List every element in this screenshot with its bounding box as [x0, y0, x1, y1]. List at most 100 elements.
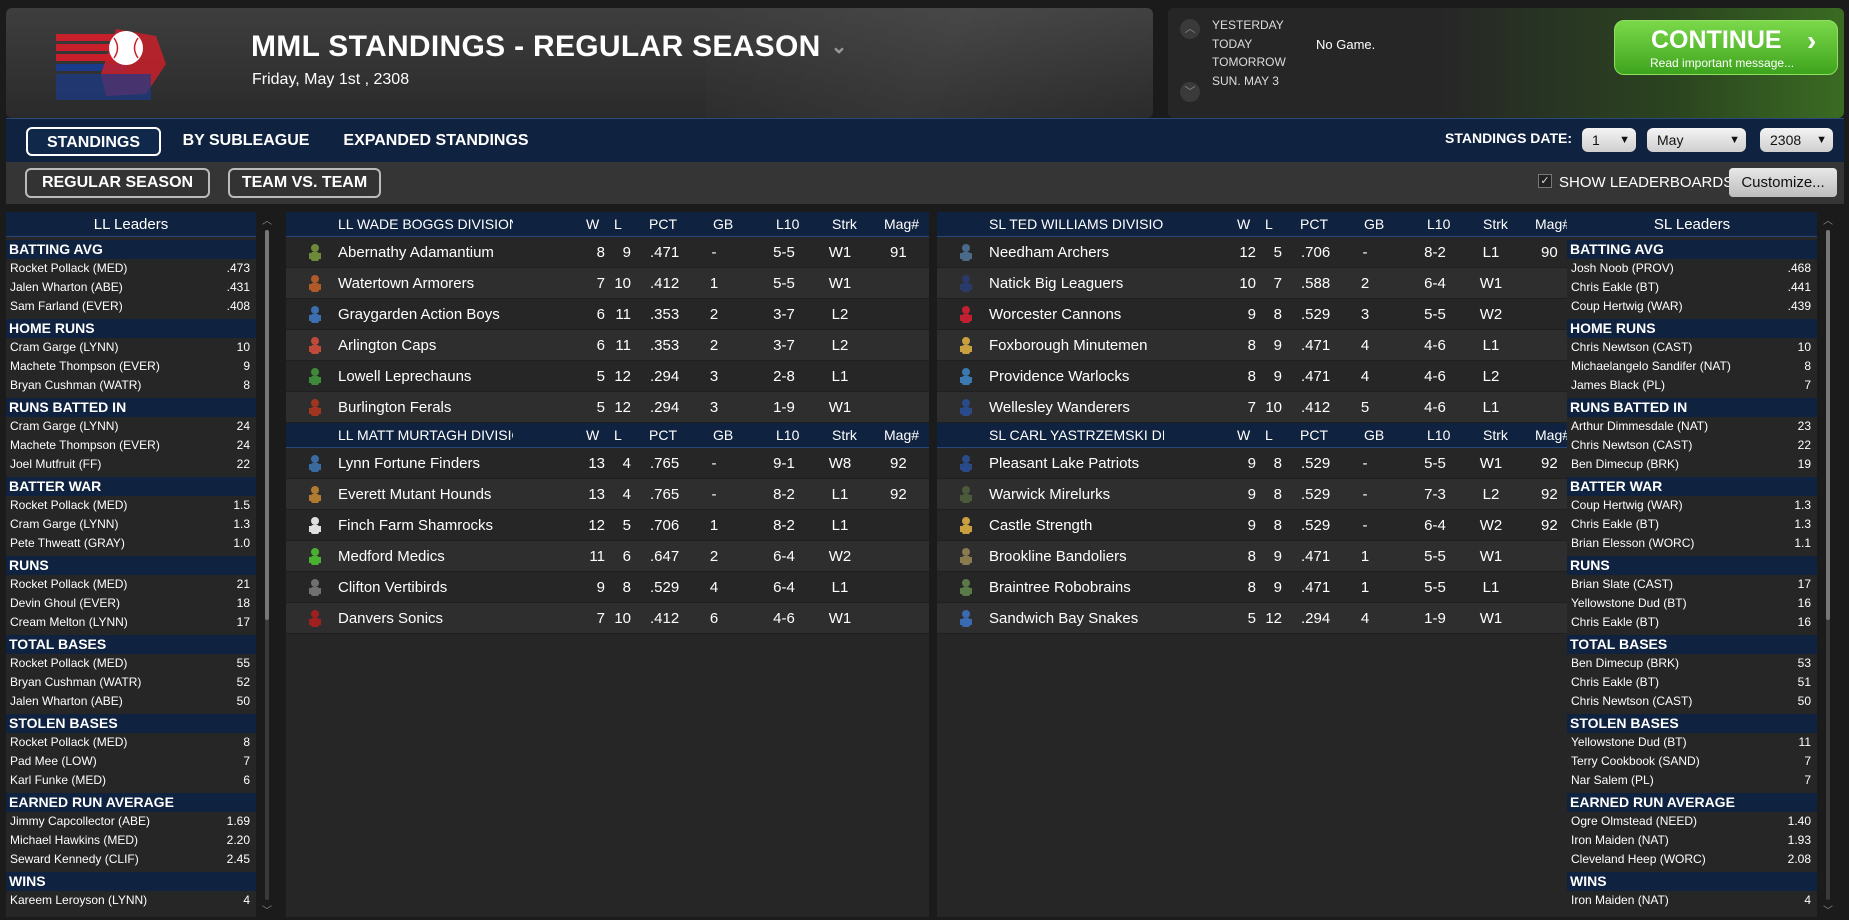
day-yesterday[interactable]: YESTERDAY [1212, 18, 1284, 32]
column-header-l[interactable]: L [614, 216, 622, 232]
column-header-gb[interactable]: GB [713, 427, 734, 443]
leader-row[interactable]: Rocket Pollack (MED) 55 [6, 654, 256, 673]
team-name[interactable]: Needham Archers [989, 244, 1110, 261]
leader-row[interactable]: Yellowstone Dud (BT) 11 [1567, 733, 1817, 752]
team-row[interactable]: Warwick Mirelurks 9 8 .529 - 7-3 L2 92 [937, 479, 1580, 510]
column-header-strk[interactable]: Strk [1483, 216, 1508, 232]
leader-row[interactable]: Ben Dimecup (BRK) 19 [1567, 455, 1817, 474]
leader-row[interactable]: Pete Thweatt (GRAY) 1.0 [6, 534, 256, 553]
team-row[interactable]: Foxborough Minutemen 8 9 .471 4 4-6 L1 [937, 330, 1580, 361]
column-header-mag[interactable]: Mag# [1535, 216, 1571, 232]
leader-row[interactable]: Machete Thompson (EVER) 24 [6, 436, 256, 455]
leader-row[interactable]: Karl Funke (MED) 6 [6, 771, 256, 790]
column-header-l[interactable]: L [614, 427, 622, 443]
leader-row[interactable]: Chris Eakle (BT) 16 [1567, 613, 1817, 632]
team-name[interactable]: Natick Big Leaguers [989, 275, 1124, 292]
team-name[interactable]: Wellesley Wanderers [989, 399, 1130, 416]
leader-row[interactable]: Coup Hertwig (WAR) 1.3 [1567, 496, 1817, 515]
leader-row[interactable]: Michael Hawkins (MED) 2.20 [6, 831, 256, 850]
scroll-down-icon[interactable]: ﹀ [1823, 906, 1833, 917]
team-name[interactable]: Graygarden Action Boys [338, 306, 500, 323]
team-row[interactable]: Pleasant Lake Patriots 9 8 .529 - 5-5 W1 92 [937, 448, 1580, 479]
column-header-mag[interactable]: Mag# [884, 216, 920, 232]
leader-row[interactable]: Cram Garge (LYNN) 1.3 [6, 515, 256, 534]
leader-row[interactable]: Coup Hertwig (WAR) .439 [1567, 297, 1817, 316]
team-name[interactable]: Foxborough Minutemen [989, 337, 1148, 354]
team-name[interactable]: Brookline Bandoliers [989, 548, 1127, 565]
team-row[interactable]: Lynn Fortune Finders 13 4 .765 - 9-1 W8 92 [286, 448, 929, 479]
team-name[interactable]: Worcester Cannons [989, 306, 1122, 323]
team-name[interactable]: Clifton Vertibirds [338, 579, 448, 596]
column-header-l[interactable]: L [1265, 427, 1273, 443]
team-row[interactable]: Watertown Armorers 7 10 .412 1 5-5 W1 [286, 268, 929, 299]
team-name[interactable]: Braintree Robobrains [989, 579, 1131, 596]
scroll-down-icon[interactable]: ﹀ [262, 906, 272, 917]
team-row[interactable]: Brookline Bandoliers 8 9 .471 1 5-5 W1 [937, 541, 1580, 572]
team-row[interactable]: Burlington Ferals 5 12 .294 3 1-9 W1 [286, 392, 929, 423]
leader-row[interactable]: Chris Eakle (BT) 51 [1567, 673, 1817, 692]
team-name[interactable]: Burlington Ferals [338, 399, 452, 416]
team-row[interactable]: Medford Medics 11 6 .647 2 6-4 W2 [286, 541, 929, 572]
leader-row[interactable]: Iron Maiden (NAT) 1.93 [1567, 831, 1817, 850]
team-name[interactable]: Lynn Fortune Finders [338, 455, 481, 472]
leader-row[interactable]: Kareem Leroyson (LYNN) 4 [6, 891, 256, 910]
chevron-up-icon[interactable]: ︿ [1180, 19, 1200, 39]
column-header-gb[interactable]: GB [1364, 216, 1385, 232]
tab-standings[interactable]: STANDINGS [26, 127, 161, 156]
team-row[interactable]: Danvers Sonics 7 10 .412 6 4-6 W1 [286, 603, 929, 634]
leader-row[interactable]: Joel Mutfruit (FF) 22 [6, 455, 256, 474]
team-row[interactable]: Braintree Robobrains 8 9 .471 1 5-5 L1 [937, 572, 1580, 603]
team-name[interactable]: Watertown Armorers [338, 275, 475, 292]
standings-month-select[interactable]: May ▼ [1647, 128, 1746, 152]
team-row[interactable]: Everett Mutant Hounds 13 4 .765 - 8-2 L1 92 [286, 479, 929, 510]
customize-button[interactable]: Customize... [1729, 168, 1837, 197]
leader-row[interactable]: Jimmy Capcollector (ABE) 1.69 [6, 812, 256, 831]
team-name[interactable]: Danvers Sonics [338, 610, 444, 627]
column-header-pct[interactable]: PCT [649, 427, 677, 443]
leader-row[interactable]: Ben Dimecup (BRK) 53 [1567, 654, 1817, 673]
sl-leaders-scrollbar[interactable]: ︿ ﹀ [1823, 212, 1833, 917]
leader-row[interactable]: Rocket Pollack (MED) .473 [6, 259, 256, 278]
column-header-l10[interactable]: L10 [776, 427, 800, 443]
team-name[interactable]: Finch Farm Shamrocks [338, 517, 494, 534]
team-row[interactable]: Sandwich Bay Snakes 5 12 .294 4 1-9 W1 [937, 603, 1580, 634]
leader-row[interactable]: Jalen Wharton (ABE) 50 [6, 692, 256, 711]
column-header-pct[interactable]: PCT [649, 216, 677, 232]
team-row[interactable]: Castle Strength 9 8 .529 - 6-4 W2 92 [937, 510, 1580, 541]
tab-regular-season[interactable]: REGULAR SEASON [25, 168, 210, 198]
leader-row[interactable]: Terry Cookbook (SAND) 7 [1567, 752, 1817, 771]
column-header-gb[interactable]: GB [713, 216, 734, 232]
team-row[interactable]: Graygarden Action Boys 6 11 .353 2 3-7 L2 [286, 299, 929, 330]
leader-row[interactable]: Nar Salem (PL) 7 [1567, 771, 1817, 790]
team-name[interactable]: Pleasant Lake Patriots [989, 455, 1140, 472]
column-header-strk[interactable]: Strk [1483, 427, 1508, 443]
leader-row[interactable]: Chris Eakle (BT) .441 [1567, 278, 1817, 297]
leader-row[interactable]: Cram Garge (LYNN) 10 [6, 338, 256, 357]
team-name[interactable]: Castle Strength [989, 517, 1093, 534]
team-row[interactable]: Natick Big Leaguers 10 7 .588 2 6-4 W1 [937, 268, 1580, 299]
team-name[interactable]: Lowell Leprechauns [338, 368, 472, 385]
team-row[interactable]: Finch Farm Shamrocks 12 5 .706 1 8-2 L1 [286, 510, 929, 541]
column-header-l[interactable]: L [1265, 216, 1273, 232]
leader-row[interactable]: Brian Slate (CAST) 17 [1567, 575, 1817, 594]
column-header-pct[interactable]: PCT [1300, 216, 1328, 232]
tab-team-vs-team[interactable]: TEAM VS. TEAM [228, 168, 381, 198]
column-header-w[interactable]: W [586, 427, 600, 443]
day-tomorrow[interactable]: TOMORROW [1212, 55, 1286, 69]
column-header-gb[interactable]: GB [1364, 427, 1385, 443]
column-header-mag[interactable]: Mag# [1535, 427, 1571, 443]
team-row[interactable]: Arlington Caps 6 11 .353 2 3-7 L2 [286, 330, 929, 361]
column-header-w[interactable]: W [1237, 427, 1251, 443]
scroll-up-icon[interactable]: ︿ [262, 216, 272, 227]
leader-row[interactable]: Bryan Cushman (WATR) 52 [6, 673, 256, 692]
team-row[interactable]: Providence Warlocks 8 9 .471 4 4-6 L2 [937, 361, 1580, 392]
leader-row[interactable]: Chris Newtson (CAST) 10 [1567, 338, 1817, 357]
leader-row[interactable]: Brian Elesson (WORC) 1.1 [1567, 534, 1817, 553]
team-name[interactable]: Abernathy Adamantium [338, 244, 494, 261]
column-header-mag[interactable]: Mag# [884, 427, 920, 443]
leader-row[interactable]: Bryan Cushman (WATR) 8 [6, 376, 256, 395]
column-header-l10[interactable]: L10 [1427, 216, 1451, 232]
column-header-strk[interactable]: Strk [832, 216, 857, 232]
team-name[interactable]: Everett Mutant Hounds [338, 486, 492, 503]
day-today[interactable]: TODAY [1212, 37, 1253, 51]
